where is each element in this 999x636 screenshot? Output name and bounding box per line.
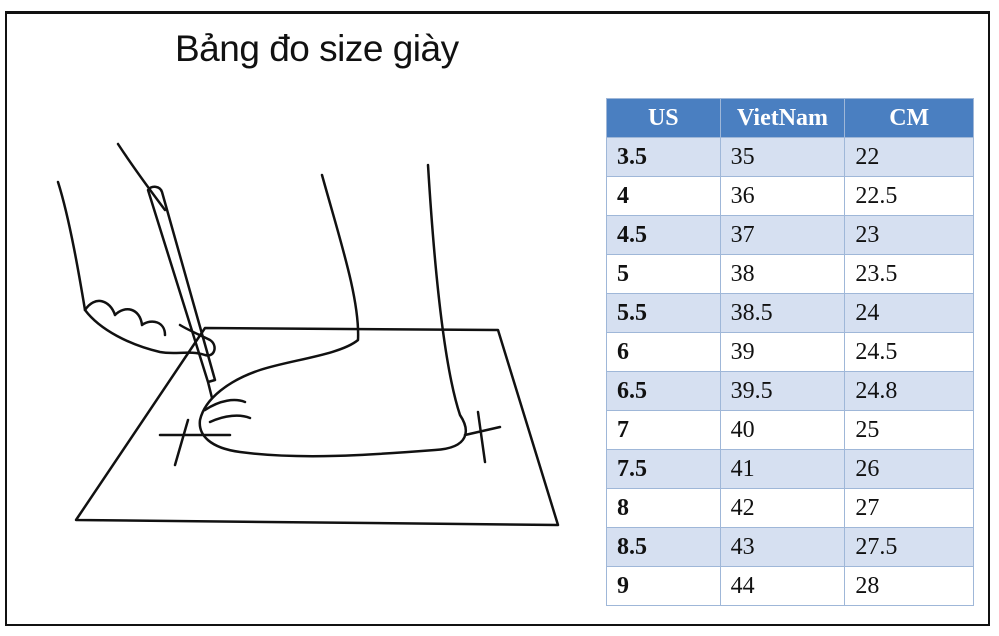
- cell-us: 6.5: [606, 371, 721, 411]
- table-row: 6.5 39.5 24.8: [606, 371, 974, 411]
- cell-us: 8.5: [606, 527, 721, 567]
- foot-measuring-illustration: [56, 142, 560, 527]
- cell-vietnam: 39: [719, 332, 846, 372]
- cell-vietnam: 37: [719, 215, 846, 255]
- table-row: 5 38 23.5: [606, 254, 974, 294]
- column-header-vietnam: VietNam: [719, 98, 846, 138]
- table-row: 4.5 37 23: [606, 215, 974, 255]
- cell-us: 7.5: [606, 449, 721, 489]
- cell-cm: 22.5: [844, 176, 974, 216]
- cell-cm: 24: [844, 293, 974, 333]
- cell-cm: 27: [844, 488, 974, 528]
- page-title: Bảng đo size giày: [175, 28, 459, 69]
- cell-us: 5.5: [606, 293, 721, 333]
- cell-vietnam: 38.5: [719, 293, 846, 333]
- cell-vietnam: 44: [719, 566, 846, 606]
- table-row: 8.5 43 27.5: [606, 527, 974, 567]
- cell-us: 6: [606, 332, 721, 372]
- cell-cm: 25: [844, 410, 974, 450]
- column-header-us: US: [606, 98, 721, 138]
- cell-vietnam: 42: [719, 488, 846, 528]
- table-row: 9 44 28: [606, 566, 974, 606]
- table-header-row: US VietNam CM: [606, 98, 974, 138]
- column-header-cm: CM: [844, 98, 974, 138]
- cell-cm: 22: [844, 137, 974, 177]
- heel-mark: [463, 410, 502, 464]
- cell-vietnam: 35: [719, 137, 846, 177]
- foot-outline: [198, 163, 467, 458]
- toes: [203, 398, 252, 424]
- table-row: 4 36 22.5: [606, 176, 974, 216]
- table-row: 6 39 24.5: [606, 332, 974, 372]
- hand-outline: [56, 142, 216, 357]
- cell-us: 4.5: [606, 215, 721, 255]
- cell-us: 9: [606, 566, 721, 606]
- cell-cm: 27.5: [844, 527, 974, 567]
- table-row: 7.5 41 26: [606, 449, 974, 489]
- toe-mark: [158, 418, 232, 467]
- size-chart-table: US VietNam CM 3.5 35 22 4 36 22.5 4.5 37 23 5 38 23…: [606, 98, 974, 606]
- cell-cm: 28: [844, 566, 974, 606]
- cell-us: 8: [606, 488, 721, 528]
- cell-vietnam: 36: [719, 176, 846, 216]
- cell-cm: 26: [844, 449, 974, 489]
- cell-vietnam: 39.5: [719, 371, 846, 411]
- table-row: 8 42 27: [606, 488, 974, 528]
- cell-vietnam: 38: [719, 254, 846, 294]
- table-row: 3.5 35 22: [606, 137, 974, 177]
- cell-vietnam: 40: [719, 410, 846, 450]
- cell-us: 7: [606, 410, 721, 450]
- cell-us: 4: [606, 176, 721, 216]
- fingers: [83, 299, 167, 337]
- cell-cm: 24.5: [844, 332, 974, 372]
- cell-cm: 23: [844, 215, 974, 255]
- cell-vietnam: 43: [719, 527, 846, 567]
- cell-cm: 24.8: [844, 371, 974, 411]
- paper-sheet: [74, 326, 560, 527]
- cell-cm: 23.5: [844, 254, 974, 294]
- cell-us: 3.5: [606, 137, 721, 177]
- cell-us: 5: [606, 254, 721, 294]
- table-row: 7 40 25: [606, 410, 974, 450]
- cell-vietnam: 41: [719, 449, 846, 489]
- frame-border: [5, 11, 990, 626]
- table-row: 5.5 38.5 24: [606, 293, 974, 333]
- pen: [146, 185, 217, 400]
